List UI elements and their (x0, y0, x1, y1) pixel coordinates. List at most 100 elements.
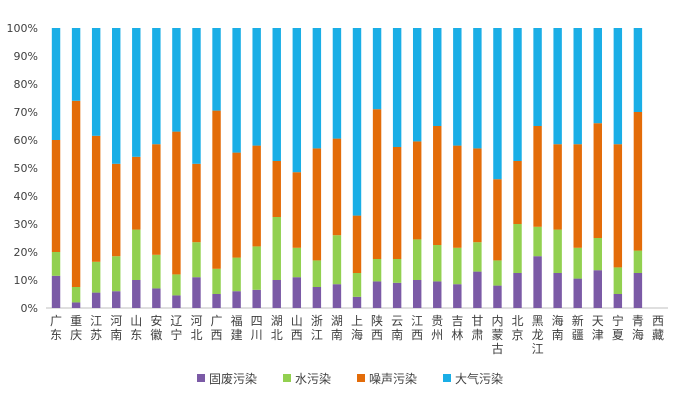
x-tick-label: 北 (271, 328, 283, 342)
x-tick-label: 西 (411, 328, 423, 342)
bar-segment-1 (533, 226, 542, 257)
legend-label-solid-waste: 固废污染 (208, 371, 257, 386)
bar-segment-0 (372, 281, 382, 308)
x-tick-label: 州 (431, 328, 443, 342)
bar-segment-1 (573, 247, 582, 279)
bar-segment-1 (152, 254, 161, 289)
bar-segment-1 (292, 247, 302, 278)
bar-segment-3 (272, 28, 281, 161)
bar-segment-0 (633, 273, 643, 308)
bar-segment-0 (433, 281, 442, 308)
x-tick-label: 西 (291, 328, 303, 342)
bar-segment-1 (352, 273, 362, 297)
x-tick-label: 庆 (70, 328, 82, 342)
bar-segment-0 (493, 285, 502, 308)
bar-segment-2 (272, 161, 281, 217)
bar-segment-1 (433, 245, 442, 282)
bar-segment-2 (412, 141, 422, 240)
x-tick-label: 北 (512, 314, 524, 328)
bar-segment-3 (372, 28, 382, 110)
x-tick-label: 甘 (471, 314, 483, 328)
x-tick-label: 云 (391, 314, 403, 328)
bar-segment-2 (132, 156, 141, 230)
bar-segment-0 (352, 296, 362, 308)
bar-segment-3 (252, 28, 261, 146)
legend-item-solid-waste: 固废污染 (196, 370, 257, 387)
bar-segment-0 (573, 278, 582, 308)
x-tick-label: 浙 (311, 314, 323, 328)
x-tick-label: 山 (130, 314, 142, 328)
bar-segment-0 (252, 289, 261, 308)
x-tick-label: 青 (632, 314, 644, 328)
bar-segment-1 (252, 246, 261, 290)
x-tick-label: 南 (110, 327, 122, 342)
legend-item-noise: 噪声污染 (357, 370, 417, 387)
bar-segment-2 (352, 215, 362, 273)
x-tick-label: 南 (552, 327, 564, 342)
bar-segment-3 (332, 28, 342, 139)
x-tick-label: 北 (190, 328, 202, 342)
bar-segment-3 (573, 28, 582, 145)
y-tick-label: 70% (14, 106, 38, 119)
x-tick-label: 古 (491, 341, 503, 356)
x-tick-label: 南 (331, 327, 343, 342)
bar-segment-1 (553, 229, 562, 273)
legend-swatch-air (443, 374, 452, 382)
y-tick-label: 10% (14, 274, 38, 287)
x-tick-label: 湖 (271, 313, 283, 328)
bar-segment-0 (312, 287, 322, 308)
bar-segment-3 (392, 28, 402, 147)
bar-segment-3 (232, 28, 241, 153)
x-tick-label: 四 (251, 314, 263, 328)
x-tick-label: 海 (351, 327, 363, 342)
bar-segment-3 (212, 28, 221, 111)
bar-segment-2 (192, 163, 201, 243)
legend: 固废污染 水污染 噪声污染 大气污染 (0, 368, 700, 388)
bar-segment-0 (51, 275, 61, 308)
bar-segment-0 (91, 292, 101, 308)
bar-segment-0 (533, 256, 542, 308)
x-tick-label: 海 (632, 327, 644, 342)
bar-segment-1 (372, 259, 382, 282)
y-tick-label: 60% (14, 134, 38, 147)
x-tick-label: 广 (211, 314, 223, 328)
bar-segment-1 (192, 242, 201, 278)
y-tick-label: 100% (7, 22, 38, 35)
x-tick-label: 西 (652, 314, 664, 328)
x-tick-label: 江 (90, 314, 102, 328)
bar-segment-2 (372, 109, 382, 259)
x-tick-label: 河 (110, 314, 122, 328)
bar-segment-2 (232, 152, 241, 258)
bar-segment-0 (192, 277, 201, 308)
x-tick-label: 江 (311, 328, 323, 342)
bar-segment-3 (132, 28, 141, 157)
bar-segment-2 (513, 161, 522, 224)
bar-segment-1 (392, 259, 402, 283)
x-tick-label: 贵 (431, 314, 443, 328)
x-tick-label: 蒙 (491, 328, 503, 342)
bar-segment-3 (172, 28, 181, 132)
bar-segment-1 (633, 250, 643, 273)
bar-segment-0 (513, 273, 522, 308)
bar-segment-2 (252, 145, 261, 247)
legend-label-noise: 噪声污染 (369, 371, 418, 386)
x-tick-label: 新 (572, 313, 584, 328)
x-tick-label: 陕 (371, 313, 383, 328)
bar-segment-3 (112, 28, 121, 164)
bar-segment-2 (312, 148, 322, 261)
bar-segment-3 (352, 28, 362, 216)
bar-segment-0 (392, 282, 402, 308)
y-tick-label: 30% (14, 218, 38, 231)
bar-segment-0 (172, 295, 181, 308)
legend-label-air: 大气污染 (455, 371, 504, 386)
bar-segment-3 (533, 28, 542, 126)
bar-segment-3 (71, 28, 81, 101)
bar-segment-2 (533, 126, 542, 227)
x-tick-label: 宁 (170, 327, 182, 342)
bar-segment-1 (593, 238, 602, 271)
bar-segment-1 (212, 268, 221, 294)
bar-segment-2 (112, 163, 121, 257)
bar-segment-0 (292, 277, 302, 308)
